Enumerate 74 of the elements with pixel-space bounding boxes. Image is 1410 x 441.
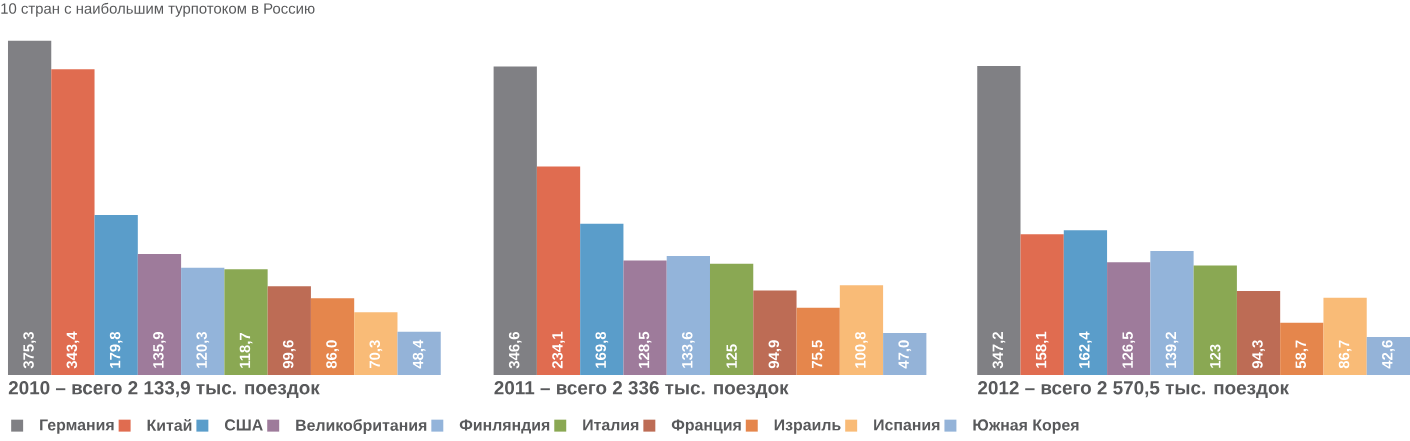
legend-label: Испания — [874, 419, 940, 431]
legend-label: Китай — [147, 419, 192, 432]
data-label: 58,7 — [1295, 340, 1309, 369]
data-label: 99,6 — [282, 340, 296, 369]
data-label: 179,8 — [109, 332, 123, 368]
data-label: 139,2 — [1165, 332, 1179, 368]
data-label: 135,9 — [153, 332, 166, 368]
bar — [224, 269, 268, 376]
bar — [137, 254, 182, 376]
data-label: 346,6 — [508, 332, 522, 369]
x-axis-title: 2010 – всего 2 133,9 тыс. поездок — [8, 381, 320, 399]
legend-label: Израиль — [774, 419, 841, 434]
data-label: 343,4 — [66, 331, 80, 369]
bar — [796, 307, 840, 376]
bar — [94, 215, 138, 376]
bar — [883, 333, 927, 376]
data-label: 75,5 — [811, 340, 825, 369]
bar — [310, 298, 355, 376]
data-label: 120,3 — [196, 332, 210, 368]
bar — [977, 66, 1021, 376]
bar — [1107, 262, 1151, 376]
bar — [1280, 322, 1324, 376]
data-label: 118,7 — [239, 333, 253, 368]
bar — [839, 285, 884, 376]
bar — [397, 331, 441, 376]
data-label: 42,6 — [1382, 340, 1395, 369]
x-axis-title: 2011 – всего 2 336 тыс. поездок — [494, 381, 789, 399]
bar — [1323, 297, 1367, 376]
bar — [354, 312, 398, 376]
bar — [1020, 234, 1064, 376]
data-label: 70,3 — [369, 340, 383, 369]
legend-label: Германия — [40, 419, 114, 434]
data-label: 169,8 — [595, 332, 609, 368]
data-label: 94,9 — [768, 340, 782, 369]
bar — [1150, 251, 1194, 376]
bar — [536, 166, 581, 376]
legend-label: Италия — [583, 419, 639, 431]
data-label: 133,6 — [682, 332, 695, 368]
legend-label: Великобритания — [296, 419, 427, 435]
data-label: 100,8 — [855, 332, 868, 368]
bar — [1366, 337, 1410, 376]
data-label: 162,4 — [1079, 331, 1092, 368]
data-label: 86,7 — [1338, 340, 1352, 369]
data-label: 128,5 — [638, 332, 652, 368]
data-label: 123 — [1209, 344, 1221, 368]
bar — [181, 267, 225, 376]
data-label: 375,3 — [23, 332, 36, 369]
bar — [623, 260, 667, 376]
data-label: 126,5 — [1122, 332, 1136, 368]
bar — [267, 286, 311, 376]
legend-label: США — [224, 419, 263, 431]
bar — [493, 66, 537, 376]
data-label: 158,1 — [1035, 332, 1049, 368]
legend-label: Франция — [671, 419, 741, 434]
bar — [666, 256, 710, 376]
bar — [1193, 265, 1237, 376]
legend-label: Финляндия — [459, 419, 550, 434]
bar — [1236, 291, 1281, 376]
bar — [7, 40, 52, 376]
data-label: 347,2 — [992, 332, 1006, 369]
legend-label: Южная Корея — [973, 419, 1079, 434]
data-label: 125 — [726, 344, 737, 368]
data-label: 234,1 — [552, 332, 565, 369]
data-label: 86,0 — [326, 340, 339, 369]
data-label: 94,3 — [1252, 340, 1265, 369]
bar — [580, 223, 624, 376]
data-label: 48,4 — [412, 339, 426, 369]
bar — [753, 290, 797, 376]
x-axis-title: 2012 – всего 2 570,5 тыс. поездок — [978, 381, 1290, 399]
bar — [709, 263, 754, 376]
bar — [1063, 230, 1108, 376]
bar — [51, 69, 95, 376]
chart-title: 10 стран с наибольшим турпотоком в Россию — [1, 2, 315, 17]
data-label: 47,0 — [898, 340, 912, 369]
